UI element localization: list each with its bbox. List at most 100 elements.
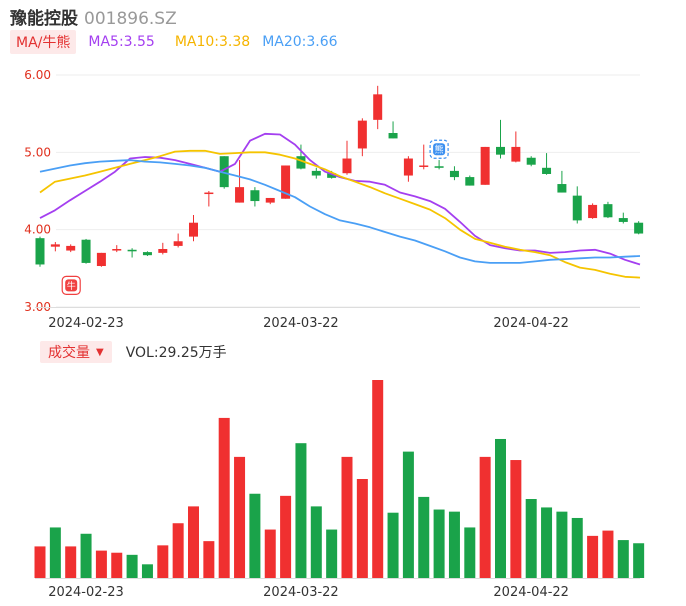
candle-body xyxy=(634,222,644,234)
volume-bar xyxy=(126,554,138,578)
volume-bar xyxy=(341,456,353,578)
candle-down xyxy=(496,119,505,159)
candle-up xyxy=(480,146,490,185)
volume-bar xyxy=(617,540,629,578)
candle-up xyxy=(511,131,521,163)
ma-toggle-button[interactable]: MA/牛熊 xyxy=(10,30,77,54)
volume-bar xyxy=(571,517,583,578)
candle-body xyxy=(557,184,567,193)
ma10-label: MA10:3.38 xyxy=(174,34,251,50)
candle-down xyxy=(311,167,321,179)
volume-bar xyxy=(387,512,399,578)
candle-body xyxy=(81,239,91,263)
candle-body xyxy=(603,204,613,218)
marker-frame xyxy=(429,139,449,159)
volume-bar xyxy=(172,523,184,578)
candle-down xyxy=(434,160,444,170)
candle-body xyxy=(526,157,536,165)
y-tick-label: 5.00 xyxy=(24,145,51,159)
volume-bar xyxy=(464,527,476,578)
candle-down xyxy=(557,170,567,193)
candle-down xyxy=(250,187,260,207)
marker-frame xyxy=(61,275,81,295)
candle-down xyxy=(449,166,459,181)
candle-down xyxy=(634,221,644,235)
candle-body xyxy=(158,249,168,253)
candle-up xyxy=(173,233,183,248)
marker-badge xyxy=(433,143,446,156)
stock-name: 豫能控股 xyxy=(10,9,78,29)
candle-body xyxy=(542,167,552,174)
stock-code: 001896.SZ xyxy=(84,9,177,29)
volume-toggle-button[interactable]: 成交量 ▼ xyxy=(40,341,112,363)
volume-bar xyxy=(495,438,506,578)
volume-bar xyxy=(525,499,537,578)
volume-bar xyxy=(356,479,368,578)
volume-bar xyxy=(188,506,199,578)
volume-bar xyxy=(264,529,276,578)
candle-down xyxy=(542,153,552,175)
candle-body xyxy=(250,190,260,202)
candle-body xyxy=(142,252,152,256)
candle-body xyxy=(449,170,459,178)
candle-down xyxy=(603,201,613,219)
candle-body xyxy=(281,165,291,199)
candle-body xyxy=(618,218,628,222)
candle-body xyxy=(403,158,413,176)
candle-down xyxy=(618,212,628,224)
stock-header: 豫能控股 001896.SZ xyxy=(10,4,177,29)
candle-body xyxy=(388,133,398,139)
ma20-label: MA20:3.66 xyxy=(262,34,338,50)
y-tick-label: 6.00 xyxy=(24,68,51,82)
marker-label: 熊 xyxy=(435,144,444,156)
candle-body xyxy=(189,222,198,237)
candle-body xyxy=(50,244,60,247)
ma-legend: MA/牛熊 MA5:3.55 MA10:3.38 MA20:3.66 xyxy=(10,30,338,54)
volume-bar xyxy=(34,546,46,578)
volume-bar xyxy=(218,417,230,578)
volume-bar xyxy=(602,530,614,578)
candle-up xyxy=(112,245,122,253)
candle-up xyxy=(419,144,429,170)
candle-down xyxy=(388,121,398,139)
volume-bar xyxy=(141,564,153,578)
candle-body xyxy=(434,166,444,168)
candle-body xyxy=(327,173,337,178)
volume-bar xyxy=(280,495,292,578)
candle-up xyxy=(403,156,413,182)
volume-bar xyxy=(418,496,430,578)
bear-marker: 熊 xyxy=(429,139,449,159)
candle-down xyxy=(296,144,306,170)
candle-down xyxy=(127,248,137,258)
candle-down xyxy=(142,251,152,256)
candle-up xyxy=(158,242,168,255)
volume-bar xyxy=(80,533,92,578)
candle-body xyxy=(219,156,229,188)
ma20-line xyxy=(39,159,641,264)
x-tick-label: 2024-02-23 xyxy=(48,585,124,600)
volume-bar xyxy=(65,546,77,578)
candle-body xyxy=(96,252,106,267)
candle-down xyxy=(572,186,582,224)
candle-body xyxy=(357,120,367,149)
candle-up xyxy=(50,242,60,252)
candle-body xyxy=(265,197,275,203)
volume-bar xyxy=(541,507,553,578)
candle-body xyxy=(173,241,183,246)
candle-body xyxy=(480,146,490,185)
candle-body xyxy=(572,195,582,221)
volume-bar xyxy=(326,529,338,578)
candle-up xyxy=(357,118,367,157)
x-tick-label: 2024-03-22 xyxy=(263,585,339,600)
candle-up xyxy=(265,197,275,205)
x-tick-label: 2024-04-22 xyxy=(493,316,569,331)
volume-bar xyxy=(157,545,169,578)
caret-down-icon: ▼ xyxy=(96,346,104,358)
volume-bar xyxy=(510,460,522,578)
bull-marker: 牛 xyxy=(61,275,81,295)
candle-down xyxy=(465,175,475,186)
candle-up xyxy=(96,252,106,267)
candle-body xyxy=(465,177,475,186)
ma5-line xyxy=(39,132,641,266)
